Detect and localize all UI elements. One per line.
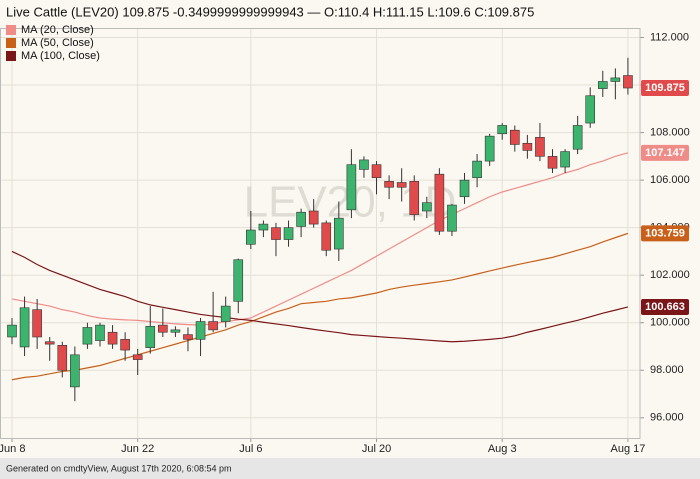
y-tick-label: 112.000: [650, 31, 689, 43]
candle-body: [208, 321, 218, 331]
candle-body: [459, 179, 470, 198]
footer: Generated on cmdtyView, August 17th 2020…: [6, 463, 232, 473]
plot-area: [7, 57, 633, 402]
candle-body: [158, 324, 168, 333]
candle-body: [246, 229, 256, 245]
candle-body: [396, 182, 407, 188]
candle-body: [509, 129, 520, 145]
candle-body: [70, 354, 80, 388]
candle-body: [384, 181, 394, 188]
candle-body: [120, 339, 130, 351]
ma-line: [11, 152, 629, 326]
candle-body: [422, 202, 432, 212]
candle-body: [145, 325, 156, 348]
candle-body: [572, 125, 583, 150]
plot-frame: [0, 28, 641, 439]
y-tick-label: 106.000: [650, 174, 690, 186]
candle-body: [497, 125, 508, 135]
y-tick-label: 96.000: [650, 412, 684, 424]
ma-line: [11, 232, 629, 381]
candle-body: [57, 345, 68, 371]
candle-body: [233, 259, 244, 302]
legend-swatch: [6, 51, 16, 61]
y-tick-label: 102.000: [650, 269, 690, 281]
candle-body: [132, 354, 143, 360]
candle-body: [95, 324, 105, 341]
y-tick-label: 98.000: [650, 364, 684, 376]
legend-label: MA (50, Close): [21, 37, 94, 49]
price-tag-label: 100.663: [645, 301, 685, 313]
price-tag: [641, 298, 689, 315]
candle-body: [195, 321, 206, 340]
candle-body: [7, 324, 17, 338]
candle-body: [484, 135, 495, 162]
candle-body: [585, 95, 596, 124]
y-tick-label: 108.000: [650, 126, 690, 138]
price-tag: [641, 144, 689, 161]
candle-body: [334, 217, 344, 250]
candle-body: [359, 159, 369, 170]
x-tick-label: Jul 6: [239, 443, 262, 455]
candle-body: [107, 331, 118, 345]
footer-bar: [0, 458, 700, 479]
candle-body: [283, 227, 294, 240]
candle-body: [597, 81, 608, 89]
price-tag-label: 103.759: [645, 227, 685, 239]
candle-body: [321, 222, 332, 251]
x-tick-label: Jun 22: [121, 443, 154, 455]
price-tag-label: 107.147: [645, 147, 685, 159]
candle-body: [183, 334, 193, 340]
candle-body: [258, 223, 269, 231]
candle-body: [623, 75, 633, 89]
chart-title: Live Cattle (LEV20) 109.875 -0.349999999…: [6, 4, 534, 19]
candle-body: [409, 181, 420, 215]
candle-body: [560, 151, 570, 168]
candle-body: [82, 327, 93, 345]
candle-body: [610, 77, 621, 82]
candle-body: [447, 204, 457, 232]
price-tag: [641, 225, 689, 242]
legend-label: MA (100, Close): [21, 50, 100, 62]
ma-line: [11, 250, 629, 343]
candle-body: [296, 211, 306, 227]
candle-body: [44, 341, 55, 345]
candle-body: [547, 156, 558, 169]
candle-body: [434, 173, 445, 232]
candle-body: [371, 164, 382, 179]
candle-body: [170, 329, 181, 333]
price-tag-label: 109.875: [645, 82, 685, 94]
candle-body: [220, 305, 231, 322]
legend-swatch: [6, 38, 16, 48]
x-tick-label: Jun 8: [0, 443, 25, 455]
x-tick-label: Aug 3: [488, 443, 517, 455]
legend-label: MA (20, Close): [21, 24, 94, 36]
candle-body: [472, 160, 482, 179]
candle-body: [32, 309, 42, 338]
candle-body: [535, 137, 545, 157]
candle-body: [522, 142, 533, 151]
candle-body: [346, 164, 357, 211]
x-tick-label: Jul 20: [362, 443, 391, 455]
price-tag: [641, 80, 689, 97]
y-tick-label: 100.000: [650, 317, 690, 329]
x-tick-label: Aug 17: [610, 443, 645, 455]
legend-swatch: [6, 25, 16, 35]
candle-body: [19, 307, 30, 348]
candle-body: [271, 227, 281, 240]
candle-body: [308, 210, 319, 225]
